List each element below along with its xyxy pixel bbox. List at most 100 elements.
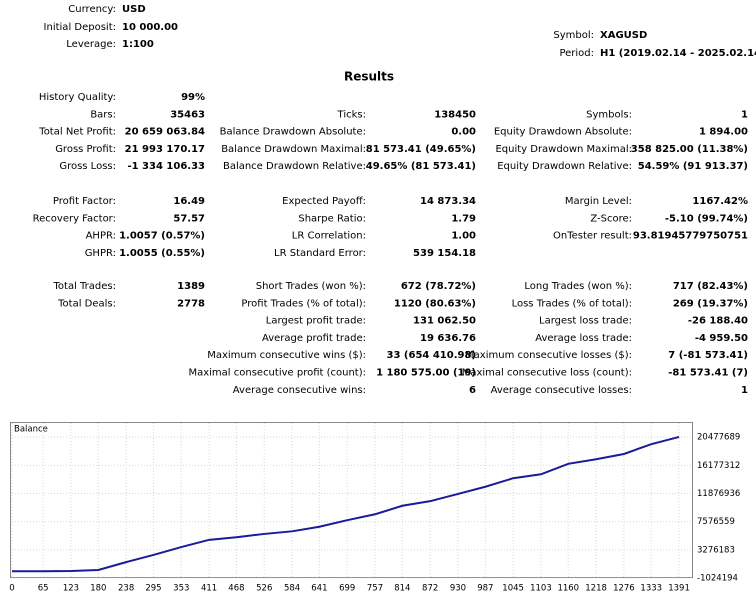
stat-label: Balance Drawdown Absolute: xyxy=(220,127,366,138)
stat-label: GHPR: xyxy=(85,248,116,259)
field-label: Currency: xyxy=(68,4,116,15)
x-tick-label: 1218 xyxy=(585,584,607,594)
field-label: Initial Deposit: xyxy=(44,22,116,33)
x-tick-label: 353 xyxy=(173,584,189,594)
stat-label: Equity Drawdown Relative: xyxy=(497,161,632,172)
stat-label: Total Net Profit: xyxy=(38,127,116,138)
stat-value: 358 825.00 (11.38%) xyxy=(631,144,748,155)
stat-label: Average consecutive wins: xyxy=(233,385,366,396)
field-value: XAGUSD xyxy=(600,30,647,41)
stat-value: 1 180 575.00 (19) xyxy=(376,368,476,379)
stat-label: Maximum consecutive losses ($): xyxy=(465,350,632,361)
stat-value: 1389 xyxy=(177,281,205,292)
stat-value: 93.81945779750751 xyxy=(633,231,748,242)
stat-value: -1 334 106.33 xyxy=(127,161,205,172)
y-tick-label: -1024194 xyxy=(697,574,738,584)
x-tick-label: 1103 xyxy=(530,584,552,594)
field-value: 10 000.00 xyxy=(122,22,178,33)
stat-label: Profit Trades (% of total): xyxy=(241,298,366,309)
stat-value: 20 659 063.84 xyxy=(125,127,205,138)
stat-value: 1.0057 (0.57%) xyxy=(119,231,205,242)
stat-value: 1.79 xyxy=(451,213,476,224)
x-tick-label: 987 xyxy=(477,584,493,594)
x-tick-label: 0 xyxy=(9,584,14,594)
y-tick-label: 11876936 xyxy=(697,489,740,499)
x-tick-label: 757 xyxy=(367,584,383,594)
stat-value: -5.10 (99.74%) xyxy=(665,213,748,224)
x-tick-label: 1391 xyxy=(668,584,690,594)
stat-value: -4 959.50 xyxy=(695,333,748,344)
stat-label: LR Correlation: xyxy=(292,231,366,242)
stat-label: Largest profit trade: xyxy=(266,316,366,327)
stat-label: Maximum consecutive wins ($): xyxy=(207,350,366,361)
stat-value: 99% xyxy=(181,92,205,103)
stat-label: Balance Drawdown Maximal: xyxy=(221,144,366,155)
stat-label: Average loss trade: xyxy=(535,333,632,344)
stat-label: Loss Trades (% of total): xyxy=(512,298,632,309)
stat-value: 1167.42% xyxy=(692,196,748,207)
x-tick-label: 526 xyxy=(256,584,272,594)
stat-label: Average profit trade: xyxy=(262,333,366,344)
x-tick-label: 1160 xyxy=(557,584,579,594)
field-label: Period: xyxy=(559,48,594,59)
y-tick-label: 7576559 xyxy=(697,517,735,527)
stat-value: 6 xyxy=(469,385,476,396)
field-value: USD xyxy=(122,4,146,15)
x-tick-label: 930 xyxy=(450,584,466,594)
stat-value: 131 062.50 xyxy=(413,316,476,327)
field-value: H1 (2019.02.14 - 2025.02.14) xyxy=(600,48,756,59)
stat-label: Balance Drawdown Relative: xyxy=(223,161,366,172)
stat-label: Equity Drawdown Absolute: xyxy=(494,127,632,138)
stat-value: 57.57 xyxy=(173,213,205,224)
x-tick-label: 1333 xyxy=(640,584,662,594)
field-value: 1:100 xyxy=(122,39,154,50)
stat-value: 672 (78.72%) xyxy=(401,281,476,292)
stat-value: 539 154.18 xyxy=(413,248,476,259)
stat-value: 81 573.41 (49.65%) xyxy=(366,144,476,155)
stat-value: 1 xyxy=(741,385,748,396)
x-tick-label: 65 xyxy=(38,584,49,594)
stat-value: 717 (82.43%) xyxy=(673,281,748,292)
stat-value: 138450 xyxy=(434,109,476,120)
stat-value: 2778 xyxy=(177,298,205,309)
balance-line xyxy=(12,435,680,573)
x-tick-label: 584 xyxy=(284,584,300,594)
stat-value: 1.0055 (0.55%) xyxy=(119,248,205,259)
stat-label: Symbols: xyxy=(586,109,632,120)
stat-label: Total Deals: xyxy=(57,298,116,309)
stat-value: 7 (-81 573.41) xyxy=(668,350,748,361)
stat-value: 16.49 xyxy=(173,196,205,207)
stat-value: 33 (654 410.98) xyxy=(387,350,476,361)
y-tick-label: 16177312 xyxy=(697,461,740,471)
field-label: Leverage: xyxy=(66,39,116,50)
stat-value: 21 993 170.17 xyxy=(125,144,205,155)
stat-label: Bars: xyxy=(90,109,116,120)
x-tick-label: 699 xyxy=(339,584,355,594)
field-label: Symbol: xyxy=(553,30,594,41)
stat-label: LR Standard Error: xyxy=(274,248,366,259)
stat-label: Profit Factor: xyxy=(53,196,116,207)
stat-label: Maximal consecutive loss (count): xyxy=(462,368,632,379)
x-tick-label: 468 xyxy=(228,584,244,594)
stat-label: Recovery Factor: xyxy=(33,213,116,224)
x-tick-label: 814 xyxy=(394,584,410,594)
stat-label: Gross Loss: xyxy=(59,161,116,172)
x-tick-label: 1276 xyxy=(613,584,635,594)
stat-label: Maximal consecutive profit (count): xyxy=(188,368,366,379)
stat-label: Short Trades (won %): xyxy=(256,281,366,292)
stat-label: Equity Drawdown Maximal: xyxy=(495,144,632,155)
stat-value: 19 636.76 xyxy=(420,333,476,344)
stat-value: 1 xyxy=(741,109,748,120)
stat-label: Ticks: xyxy=(337,109,366,120)
stat-label: Long Trades (won %): xyxy=(524,281,632,292)
stat-value: 35463 xyxy=(170,109,205,120)
stat-label: Sharpe Ratio: xyxy=(298,213,366,224)
chart-title: Balance xyxy=(14,425,48,435)
stat-value: 269 (19.37%) xyxy=(673,298,748,309)
stat-value: 1.00 xyxy=(451,231,476,242)
stat-value: 1 894.00 xyxy=(699,127,748,138)
stat-label: OnTester result: xyxy=(553,231,632,242)
y-tick-label: 20477689 xyxy=(697,433,740,443)
